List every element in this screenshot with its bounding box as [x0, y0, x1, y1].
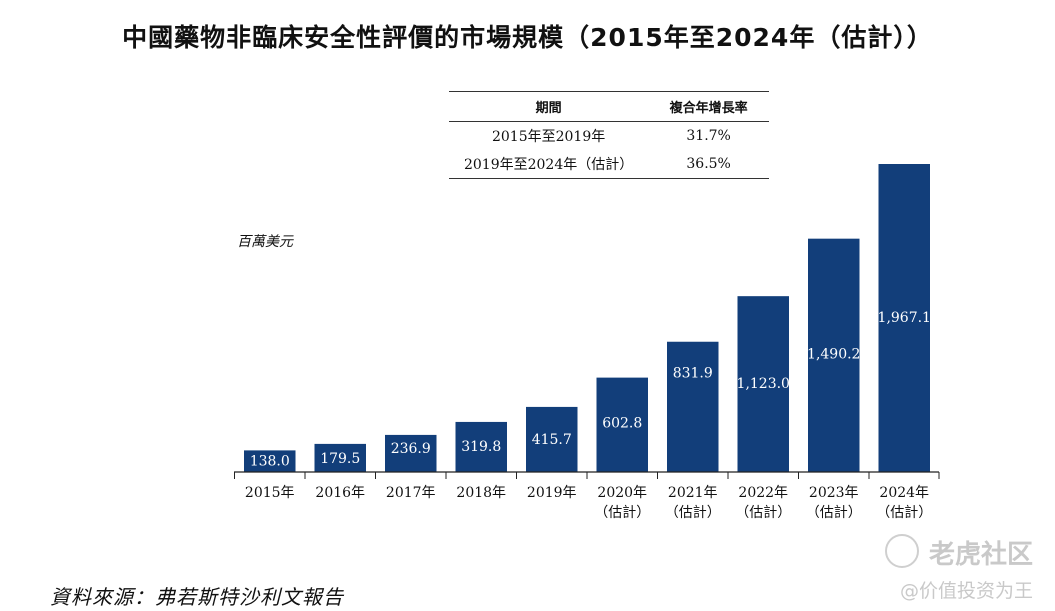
watermark-brand: 老虎社区	[928, 540, 1033, 570]
watermark-logo-icon	[885, 534, 919, 568]
cagr-rate-cell: 31.7%	[686, 128, 731, 144]
cagr-table-header-row: 期間 複合年增長率	[449, 91, 769, 122]
cagr-period-cell: 2015年至2019年	[491, 129, 606, 145]
bar	[314, 443, 366, 472]
unit-label: 百萬美元	[237, 234, 293, 250]
bar	[455, 421, 507, 472]
x-tick-note: （估計）	[806, 505, 862, 521]
x-tick-label: 2023年	[809, 485, 859, 501]
bar	[737, 296, 789, 472]
bar-value-label: 236.9	[391, 441, 431, 457]
x-tick-note: （估計）	[594, 505, 650, 521]
bar-value-label: 602.8	[602, 416, 642, 432]
cagr-header-period: 期間	[449, 91, 649, 122]
x-tick-note: （估計）	[735, 505, 791, 521]
x-tick-label: 2021年	[668, 485, 718, 501]
cagr-header-rate: 複合年增長率	[648, 91, 769, 122]
bar	[878, 164, 930, 472]
bar	[596, 377, 648, 472]
cagr-table: 期間 複合年增長率 2015年至2019年 31.7% 2019年至2024年（…	[449, 91, 769, 179]
bar-value-label: 319.8	[461, 439, 501, 455]
x-tick-label: 2017年	[386, 485, 436, 501]
bar-value-label: 138.0	[250, 453, 290, 469]
bar-value-label: 179.5	[320, 451, 360, 467]
x-tick-label: 2019年	[527, 485, 577, 501]
cagr-table-row: 2015年至2019年 31.7%	[449, 122, 769, 151]
x-tick-note: （估計）	[665, 505, 721, 521]
x-tick-label: 2024年	[879, 485, 929, 501]
x-tick-label: 2020年	[597, 485, 647, 501]
cagr-period-cell: 2019年至2024年（估計）	[449, 150, 649, 179]
cagr-rate-cell: 36.5%	[648, 150, 769, 179]
x-tick-label: 2018年	[456, 485, 506, 501]
x-tick-note: （估計）	[876, 505, 932, 521]
cagr-table-row: 2019年至2024年（估計） 36.5%	[449, 150, 769, 179]
bar-value-label: 415.7	[532, 432, 572, 448]
bar-value-label: 1,967.1	[878, 310, 931, 326]
x-tick-label: 2022年	[738, 485, 788, 501]
watermark-handle: @价值投资为王	[899, 580, 1033, 602]
x-tick-label: 2016年	[315, 485, 365, 501]
x-tick-label: 2015年	[245, 485, 295, 501]
bar	[244, 450, 296, 472]
chart-title: 中國藥物非臨床安全性評價的市場規模（2015年至2024年（估計））	[122, 23, 933, 52]
bar-value-label: 1,123.0	[737, 376, 790, 392]
bar-value-label: 831.9	[673, 366, 713, 382]
bar-value-label: 1,490.2	[807, 347, 860, 363]
bar	[385, 434, 437, 472]
source-note: 資料來源：弗若斯特沙利文報告	[50, 585, 344, 609]
bar	[808, 238, 860, 472]
bar	[667, 341, 719, 472]
bar	[526, 406, 578, 472]
